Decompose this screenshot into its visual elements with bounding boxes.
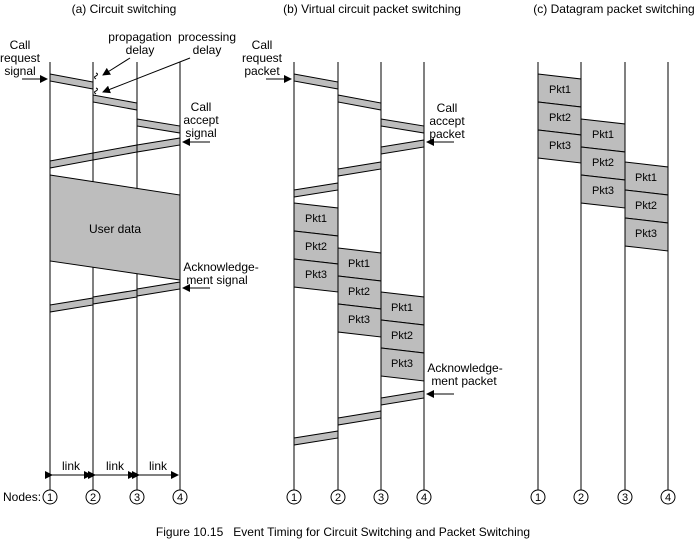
node-number-c4: 4 — [665, 492, 671, 504]
svg-text:request: request — [0, 51, 41, 65]
node-number-b3: 3 — [378, 492, 384, 504]
svg-text:Acknowledge-: Acknowledge- — [183, 260, 258, 274]
dg-pkt1-label-3: Pkt1 — [635, 172, 657, 184]
delay-markers — [94, 72, 98, 95]
svg-text:accept: accept — [183, 113, 219, 127]
vc-request-bar-3 — [380, 118, 425, 134]
node-number-c2: 2 — [578, 492, 584, 504]
call-request-signal-label: Call request signal — [0, 38, 41, 78]
dg-pkt2-label-1: Pkt2 — [549, 112, 571, 124]
ack-bar-2 — [92, 289, 138, 305]
user-data-label: User data — [89, 222, 141, 236]
vc-accept-bar-1 — [380, 139, 425, 155]
svg-text:packet: packet — [244, 64, 280, 78]
vc-pkt1-label-1: Pkt1 — [305, 213, 327, 225]
processing-delay-label: processing delay — [178, 30, 236, 57]
svg-text:delay: delay — [126, 43, 155, 57]
propagation-delay-arrow — [102, 57, 131, 76]
svg-text:signal: signal — [4, 64, 35, 78]
svg-text:signal: signal — [185, 126, 216, 140]
node-number-a1: 1 — [47, 492, 53, 504]
ack-bar-1 — [136, 281, 181, 297]
node-number-c1: 1 — [535, 492, 541, 504]
link-label-1: link — [62, 459, 81, 473]
vc-accept-bar-2 — [337, 161, 382, 177]
vc-accept-bar-3 — [293, 182, 339, 198]
title-circuit-switching: (a) Circuit switching — [72, 2, 177, 16]
svg-text:ment packet: ment packet — [431, 374, 497, 388]
svg-text:packet: packet — [429, 127, 465, 141]
dg-pkt3-label-1: Pkt3 — [549, 140, 571, 152]
svg-text:Call: Call — [10, 38, 31, 52]
dg-pkt3-label-2: Pkt3 — [592, 185, 614, 197]
call-accept-bar-1 — [136, 137, 181, 153]
svg-text:delay: delay — [193, 43, 222, 57]
link-label-2: link — [106, 459, 125, 473]
user-data-block — [49, 174, 181, 281]
ack-packet-label: Acknowledge- ment packet — [427, 361, 502, 388]
svg-text:propagation: propagation — [108, 30, 171, 44]
call-accept-signal-label: Call accept signal — [183, 100, 219, 140]
node-number-a3: 3 — [134, 492, 140, 504]
call-accept-bar-2 — [92, 144, 138, 161]
vc-packet-labels: Pkt1 Pkt2 Pkt3 Pkt1 Pkt2 Pkt3 Pkt1 Pkt2 … — [305, 213, 413, 370]
dg-pkt3-label-3: Pkt3 — [635, 228, 657, 240]
vc-pkt2-label-3: Pkt2 — [391, 330, 413, 342]
svg-text:processing: processing — [178, 30, 236, 44]
vc-pkt1-label-3: Pkt1 — [391, 302, 413, 314]
vc-ack-bar-1 — [380, 390, 425, 406]
figure-caption: Figure 10.15 Event Timing for Circuit Sw… — [156, 525, 530, 539]
dg-pkt3-link3 — [624, 217, 669, 252]
dg-pkt2-label-3: Pkt2 — [635, 200, 657, 212]
nodes-label: Nodes: — [3, 490, 41, 504]
dg-pkt2-label-2: Pkt2 — [592, 157, 614, 169]
node-number-a2: 2 — [90, 492, 96, 504]
datagram-panel — [537, 73, 669, 252]
title-datagram: (c) Datagram packet switching — [533, 2, 694, 16]
vc-pkt1-label-2: Pkt1 — [348, 258, 370, 270]
svg-text:Call: Call — [191, 100, 212, 114]
svg-text:request: request — [242, 51, 283, 65]
dg-packet-labels: Pkt1 Pkt2 Pkt3 Pkt1 Pkt2 Pkt3 Pkt1 Pkt2 … — [549, 84, 657, 240]
circuit-switching-panel — [49, 73, 181, 313]
ack-bar-3 — [49, 297, 94, 313]
call-request-packet-label: Call request packet — [242, 38, 283, 78]
node-numbers: 1 2 3 4 1 2 3 4 1 2 3 4 — [47, 492, 671, 504]
vc-pkt2-label-1: Pkt2 — [305, 241, 327, 253]
vc-pkt3-link3 — [380, 347, 425, 382]
vc-ack-bar-3 — [293, 430, 339, 446]
call-request-bar-3 — [136, 118, 181, 134]
svg-text:accept: accept — [429, 114, 465, 128]
ack-signal-label: Acknowledge- ment signal — [183, 260, 258, 287]
vc-pkt3-label-1: Pkt3 — [305, 269, 327, 281]
call-request-bar-1 — [49, 73, 94, 90]
vc-request-bar-2 — [337, 94, 382, 111]
dg-pkt1-label-1: Pkt1 — [549, 84, 571, 96]
vc-pkt2-label-2: Pkt2 — [348, 286, 370, 298]
svg-text:Acknowledge-: Acknowledge- — [427, 361, 502, 375]
virtual-circuit-panel — [293, 73, 425, 446]
propagation-delay-label: propagation delay — [108, 30, 171, 57]
node-number-b1: 1 — [291, 492, 297, 504]
call-accept-packet-label: Call accept packet — [429, 101, 465, 141]
call-accept-bar-3 — [49, 152, 94, 169]
vc-request-bar-1 — [293, 73, 339, 90]
processing-delay-arrow — [102, 57, 191, 94]
node-number-b4: 4 — [421, 492, 427, 504]
node-number-a4: 4 — [177, 492, 183, 504]
dg-pkt1-label-2: Pkt1 — [592, 129, 614, 141]
node-circles — [42, 489, 676, 505]
svg-text:ment signal: ment signal — [186, 273, 247, 287]
node-number-c3: 3 — [622, 492, 628, 504]
svg-text:Call: Call — [437, 101, 458, 115]
vc-pkt3-label-3: Pkt3 — [391, 358, 413, 370]
vc-ack-bar-2 — [337, 410, 382, 426]
call-request-bar-2 — [92, 94, 138, 111]
link-label-3: link — [149, 459, 168, 473]
svg-text:Call: Call — [252, 38, 273, 52]
node-number-b2: 2 — [335, 492, 341, 504]
title-virtual-circuit: (b) Virtual circuit packet switching — [283, 2, 461, 16]
vc-pkt3-label-2: Pkt3 — [348, 314, 370, 326]
